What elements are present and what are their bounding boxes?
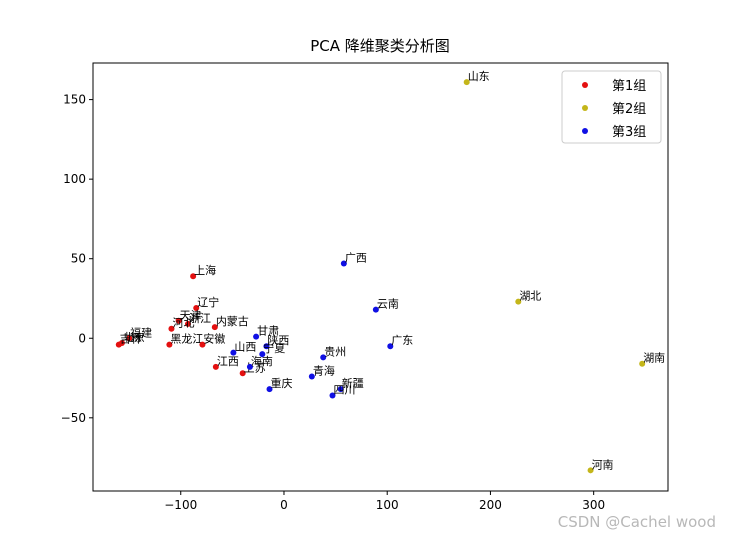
data-point	[246, 363, 253, 370]
data-point	[372, 306, 379, 313]
data-point	[259, 351, 266, 358]
point-label: 安徽	[203, 332, 225, 346]
point-label: 河北	[172, 317, 194, 330]
y-tick-label: 150	[63, 93, 86, 107]
y-tick-label: 0	[78, 331, 86, 345]
data-point	[587, 467, 594, 474]
data-point	[320, 354, 327, 361]
point-label: 云南	[377, 298, 399, 311]
point-label: 福建	[130, 325, 152, 339]
plot-frame	[92, 62, 669, 492]
point-label: 山东	[468, 70, 490, 83]
point-label: 宁夏	[263, 341, 285, 355]
point-label: 甘肃	[257, 325, 279, 338]
point-label: 北京	[123, 330, 145, 344]
point-label: 贵州	[324, 345, 346, 358]
x-tick-label: 300	[582, 498, 605, 512]
legend-marker	[582, 105, 588, 111]
x-axis: −100 0 100 200 300	[164, 491, 605, 512]
x-tick-label: −100	[164, 498, 197, 512]
y-axis: −50 0 50 100 150	[61, 93, 93, 425]
data-point	[266, 386, 273, 393]
data-point	[340, 260, 347, 267]
x-tick-label: 0	[280, 498, 288, 512]
point-label: 青海	[313, 363, 335, 377]
legend-label: 第1组	[612, 79, 646, 94]
data-point	[387, 343, 394, 350]
point-label: 江西	[217, 355, 239, 368]
x-tick-label: 200	[479, 498, 502, 512]
data-point	[190, 273, 197, 280]
point-label: 广西	[345, 251, 367, 264]
data-point	[166, 341, 173, 348]
data-point	[199, 341, 206, 348]
data-point	[263, 343, 270, 350]
point-label: 湖南	[643, 352, 665, 365]
data-point	[239, 370, 246, 377]
data-point	[515, 298, 522, 305]
point-label: 新疆	[342, 376, 364, 390]
data-point	[168, 325, 175, 332]
data-point	[211, 324, 218, 331]
point-label: 四川	[333, 384, 355, 397]
data-point	[184, 320, 191, 327]
legend-label: 第3组	[612, 125, 646, 140]
y-tick-label: 100	[63, 172, 86, 186]
legend-label: 第2组	[612, 102, 646, 117]
data-point	[193, 305, 200, 312]
watermark: CSDN @Cachel wood	[558, 513, 716, 531]
point-label: 陕西	[267, 333, 289, 347]
point-label: 上海	[194, 263, 216, 277]
point-label: 湖北	[519, 290, 541, 303]
data-point	[253, 333, 260, 340]
point-label: 重庆	[271, 376, 293, 390]
legend-marker	[582, 82, 588, 88]
x-tick-label: 100	[376, 498, 399, 512]
point-label: 黑龙江	[170, 333, 203, 346]
data-point	[230, 349, 237, 356]
legend-marker	[582, 128, 588, 134]
y-tick-label: 50	[71, 252, 86, 266]
point-label: 天津	[180, 309, 202, 322]
point-label: 吉林	[120, 332, 142, 346]
data-point	[337, 386, 344, 393]
y-tick-label: −50	[61, 411, 86, 425]
point-label: 辽宁	[197, 295, 219, 309]
data-point	[308, 373, 315, 380]
point-label: 广东	[391, 334, 413, 347]
data-point	[463, 79, 470, 86]
data-point	[175, 317, 182, 324]
data-point	[126, 335, 133, 342]
point-label: 海南	[251, 354, 273, 368]
point-label: 内蒙古	[216, 314, 249, 328]
chart-title: PCA 降维聚类分析图	[310, 37, 450, 55]
point-label: 浙江	[189, 312, 211, 325]
point-label: 河南	[592, 458, 614, 471]
data-point	[639, 360, 646, 367]
data-point	[329, 392, 336, 399]
point-label: 山西	[234, 341, 256, 354]
data-point	[115, 341, 122, 348]
data-point	[212, 363, 219, 370]
legend-box	[561, 70, 662, 144]
